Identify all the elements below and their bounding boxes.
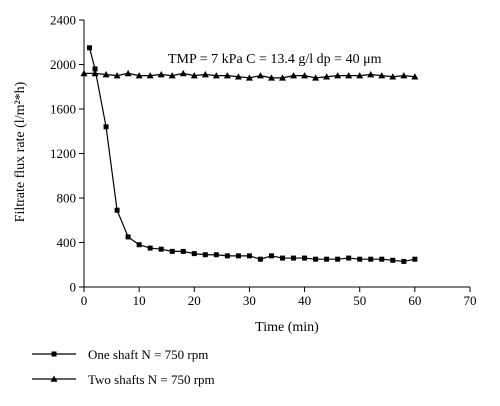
y-tick-label: 400	[57, 235, 77, 250]
data-point	[125, 234, 131, 240]
data-point	[201, 71, 209, 78]
x-tick-label: 20	[188, 293, 201, 308]
data-point	[256, 72, 264, 79]
data-point	[80, 69, 88, 77]
data-point	[412, 256, 418, 262]
data-point	[312, 74, 320, 81]
data-point	[158, 246, 164, 252]
legend: One shaft N = 750 rpm Two shafts N = 750 …	[32, 347, 215, 387]
data-point	[147, 245, 153, 251]
legend-marker	[51, 351, 57, 357]
data-point	[212, 72, 220, 79]
data-point	[223, 72, 231, 79]
series-2	[80, 69, 419, 81]
y-tick-label: 1200	[50, 146, 76, 161]
y-axis-label: Filtrate flux rate (l/m²*h)	[13, 81, 28, 222]
data-point	[114, 207, 120, 213]
data-point	[378, 72, 386, 79]
data-point	[113, 72, 121, 79]
y-tick-label: 2400	[50, 13, 76, 28]
legend-label: Two shafts N = 750 rpm	[88, 372, 215, 387]
data-point	[180, 248, 186, 254]
x-tick-label: 40	[298, 293, 311, 308]
y-tick-label: 1600	[50, 102, 76, 117]
legend-label: One shaft N = 750 rpm	[88, 347, 208, 362]
x-tick-label: 0	[81, 293, 88, 308]
data-point	[345, 72, 353, 79]
data-point	[245, 74, 253, 81]
data-point	[313, 256, 319, 262]
data-point	[357, 256, 363, 262]
series-layer	[80, 45, 419, 264]
data-point	[246, 253, 252, 259]
data-point	[323, 73, 331, 80]
data-point	[356, 72, 364, 79]
data-point	[202, 252, 208, 258]
y-tick-label: 0	[70, 280, 77, 295]
data-point	[302, 255, 308, 261]
data-point	[213, 252, 219, 258]
data-point	[301, 72, 309, 79]
data-point	[87, 45, 93, 51]
data-point	[324, 256, 330, 262]
data-point	[224, 253, 230, 259]
data-point	[191, 251, 197, 257]
data-point	[168, 72, 176, 79]
data-point	[179, 69, 187, 77]
axes: 0 400 800 1200 1600 2000 2400 0 10 20 30 40 50 60 70	[50, 13, 477, 309]
data-point	[334, 72, 342, 79]
data-point	[92, 66, 98, 72]
data-point	[291, 255, 297, 261]
y-tick-label: 800	[57, 191, 77, 206]
x-tick-label: 60	[408, 293, 421, 308]
data-point	[169, 248, 175, 254]
series-1	[87, 45, 418, 264]
data-point	[267, 74, 275, 81]
data-point	[390, 257, 396, 263]
data-point	[235, 253, 241, 259]
data-point	[102, 71, 110, 78]
data-point	[234, 73, 242, 80]
data-point	[157, 71, 165, 78]
data-point	[280, 255, 286, 261]
data-point	[279, 74, 287, 81]
data-point	[389, 73, 397, 80]
data-point	[268, 253, 274, 259]
data-point	[335, 256, 341, 262]
x-axis-label: Time (min)	[255, 320, 319, 335]
data-point	[290, 72, 298, 79]
data-point	[103, 124, 109, 130]
data-point	[124, 69, 132, 77]
chart-annotation: TMP = 7 kPa C = 13.4 g/l dp = 40 μm	[168, 52, 382, 67]
y-tick-label: 2000	[50, 57, 76, 72]
data-point	[379, 256, 385, 262]
legend-marker	[50, 375, 58, 382]
data-point	[190, 72, 198, 79]
data-point	[346, 255, 352, 261]
x-tick-label: 50	[353, 293, 366, 308]
x-tick-label: 30	[243, 293, 256, 308]
data-point	[367, 71, 375, 78]
x-tick-label: 10	[133, 293, 146, 308]
data-point	[136, 242, 142, 248]
data-point	[146, 72, 154, 79]
data-point	[91, 69, 99, 77]
x-tick-label: 70	[464, 293, 477, 308]
data-point	[401, 258, 407, 264]
data-point	[411, 73, 419, 80]
data-point	[368, 256, 374, 262]
data-point	[257, 256, 263, 262]
data-point	[400, 72, 408, 79]
data-point	[135, 72, 143, 79]
